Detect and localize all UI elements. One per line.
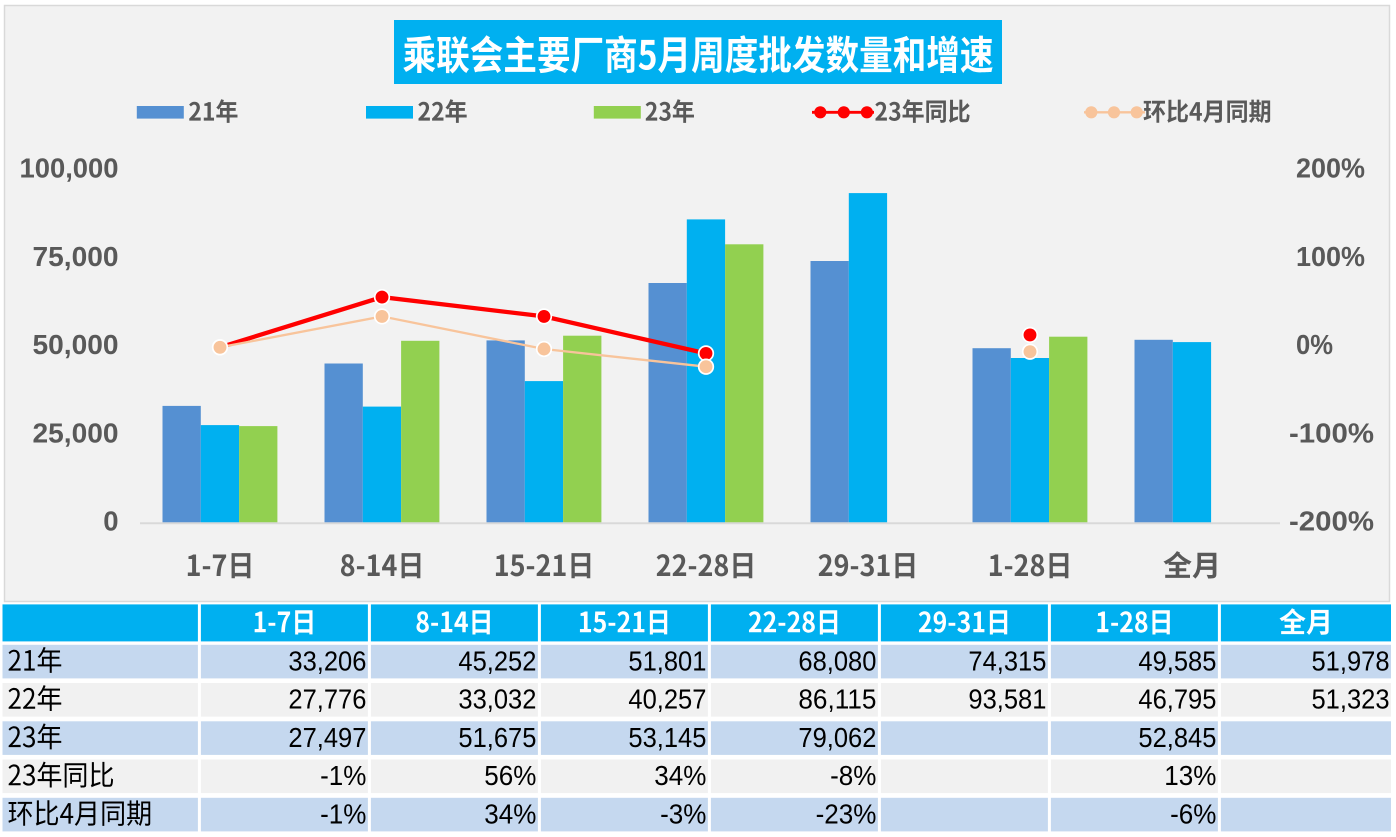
svg-text:34%: 34%: [654, 760, 706, 791]
svg-text:-100%: -100%: [1289, 417, 1374, 448]
svg-text:86,115: 86,115: [798, 684, 876, 715]
svg-text:100%: 100%: [1296, 241, 1365, 272]
svg-text:68,080: 68,080: [798, 645, 876, 676]
svg-text:-200%: -200%: [1289, 506, 1374, 537]
svg-text:45,252: 45,252: [458, 645, 536, 676]
svg-text:51,323: 51,323: [1312, 684, 1390, 715]
svg-text:49,585: 49,585: [1138, 645, 1216, 676]
svg-text:13%: 13%: [1164, 760, 1216, 791]
svg-text:75,000: 75,000: [33, 241, 119, 272]
svg-text:-6%: -6%: [1170, 798, 1216, 829]
svg-text:-1%: -1%: [320, 798, 366, 829]
svg-text:79,062: 79,062: [798, 722, 876, 753]
svg-text:-8%: -8%: [830, 760, 876, 791]
svg-text:25,000: 25,000: [33, 417, 119, 448]
svg-text:50,000: 50,000: [33, 329, 119, 360]
svg-text:53,145: 53,145: [628, 722, 706, 753]
svg-text:200%: 200%: [1296, 153, 1365, 184]
svg-text:100,000: 100,000: [20, 153, 119, 184]
svg-text:27,497: 27,497: [288, 722, 366, 753]
svg-text:52,845: 52,845: [1138, 722, 1216, 753]
svg-text:40,257: 40,257: [628, 684, 706, 715]
svg-text:93,581: 93,581: [968, 684, 1046, 715]
svg-text:27,776: 27,776: [288, 684, 366, 715]
svg-text:56%: 56%: [484, 760, 536, 791]
svg-text:51,675: 51,675: [458, 722, 536, 753]
svg-text:33,206: 33,206: [288, 645, 366, 676]
svg-text:46,795: 46,795: [1138, 684, 1216, 715]
svg-text:0: 0: [103, 506, 118, 537]
svg-text:-23%: -23%: [816, 798, 877, 829]
svg-text:51,801: 51,801: [628, 645, 706, 676]
svg-text:34%: 34%: [484, 798, 536, 829]
svg-text:0%: 0%: [1296, 329, 1333, 360]
svg-text:-3%: -3%: [660, 798, 706, 829]
svg-text:74,315: 74,315: [968, 645, 1046, 676]
svg-text:51,978: 51,978: [1312, 645, 1390, 676]
svg-text:-1%: -1%: [320, 760, 366, 791]
svg-text:33,032: 33,032: [458, 684, 536, 715]
